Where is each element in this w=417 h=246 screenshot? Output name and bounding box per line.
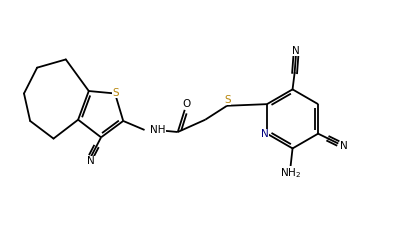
Text: S: S (224, 95, 231, 105)
Text: S: S (113, 88, 119, 98)
Text: N: N (87, 156, 95, 166)
Text: N: N (261, 129, 269, 139)
Text: N: N (340, 141, 348, 151)
Text: NH: NH (150, 124, 166, 135)
Text: NH$_2$: NH$_2$ (280, 166, 301, 180)
Text: O: O (182, 99, 191, 109)
Text: N: N (292, 46, 300, 56)
